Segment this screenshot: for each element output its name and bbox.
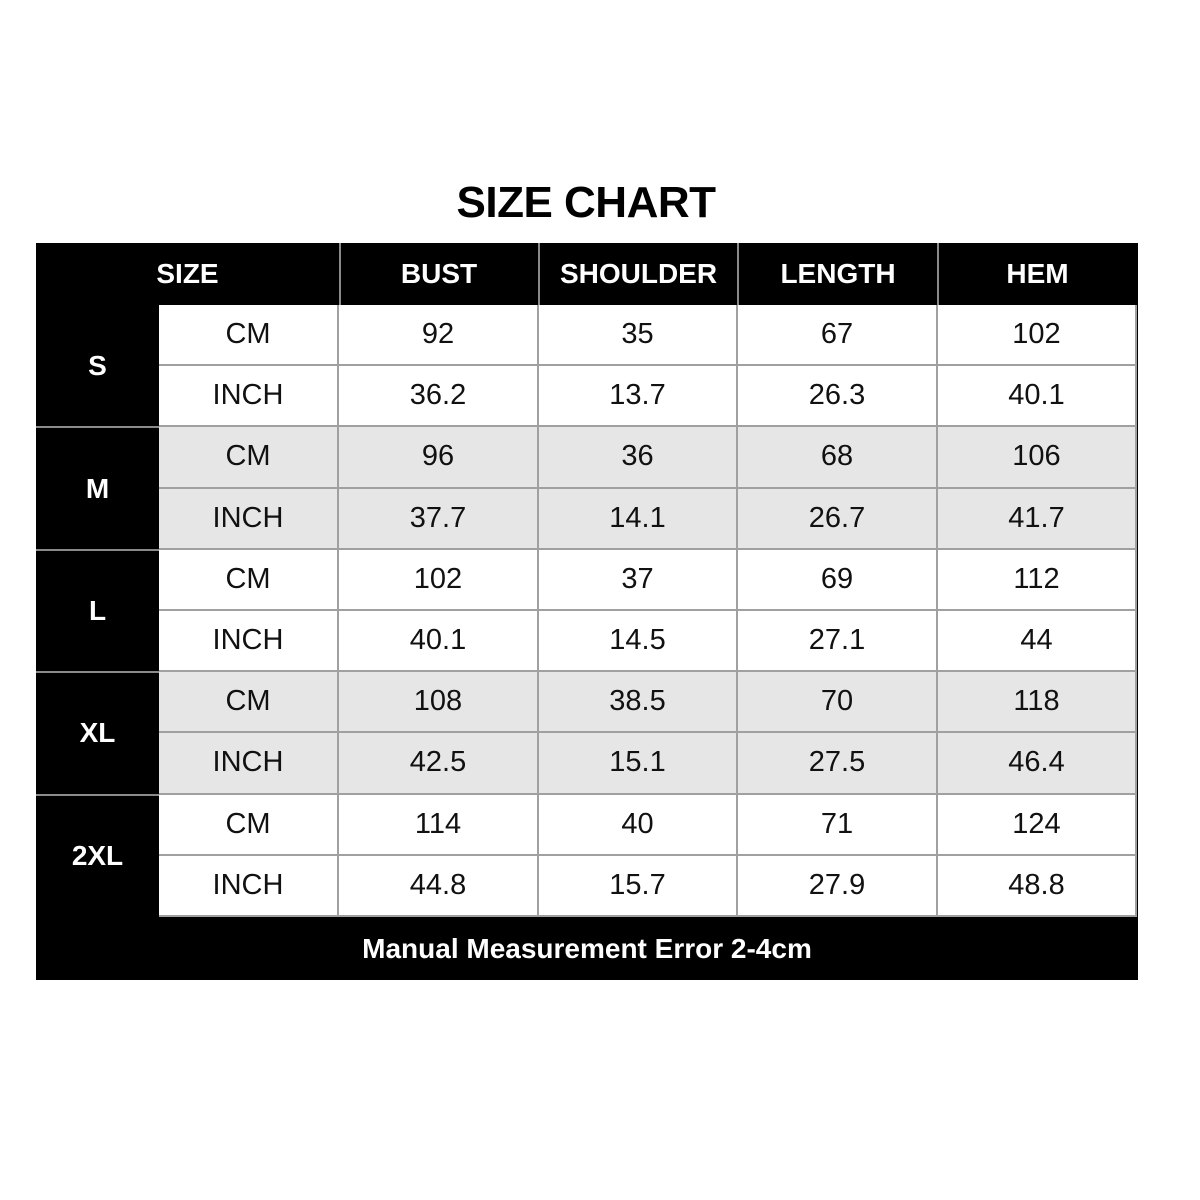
value-shoulder-inch: 13.7	[539, 366, 738, 428]
header-size: SIZE	[156, 258, 219, 289]
unit-cell: CM	[159, 305, 339, 367]
value-bust-inch: 40.1	[339, 611, 539, 673]
value-hem-inch: 41.7	[938, 488, 1137, 550]
value-bust-inch: 42.5	[339, 733, 539, 795]
value-shoulder-inch: 14.5	[539, 611, 738, 673]
value-length-inch: 26.7	[738, 488, 938, 550]
value-length-cm: 71	[738, 794, 938, 856]
value-length-inch: 26.3	[738, 366, 938, 428]
value-length-cm: 67	[738, 305, 938, 367]
size-label-m: M	[85, 472, 110, 504]
value-hem-cm: 106	[938, 427, 1137, 489]
header-length: LENGTH	[780, 258, 896, 289]
header-divider	[339, 243, 341, 305]
value-hem-cm: 118	[938, 672, 1137, 734]
header-divider	[937, 243, 939, 305]
size-label-xl: XL	[79, 717, 116, 749]
value-length-inch: 27.1	[738, 611, 938, 673]
header-divider	[538, 243, 540, 305]
header-divider	[737, 243, 739, 305]
value-bust-cm: 102	[339, 549, 539, 611]
value-hem-inch: 48.8	[938, 855, 1137, 917]
value-bust-cm: 96	[339, 427, 539, 489]
value-bust-inch: 37.7	[339, 488, 539, 550]
size-label-2xl: 2XL	[71, 839, 124, 871]
header-bust: BUST	[400, 258, 478, 289]
unit-cell: CM	[159, 427, 339, 489]
unit-cell: CM	[159, 549, 339, 611]
value-bust-cm: 114	[339, 794, 539, 856]
value-shoulder-cm: 36	[539, 427, 738, 489]
size-divider	[36, 671, 159, 674]
value-shoulder-cm: 40	[539, 794, 738, 856]
value-shoulder-inch: 14.1	[539, 488, 738, 550]
unit-cell: INCH	[159, 488, 339, 550]
value-hem-inch: 46.4	[938, 733, 1137, 795]
value-shoulder-inch: 15.1	[539, 733, 738, 795]
value-length-cm: 69	[738, 549, 938, 611]
size-label-s: S	[88, 350, 107, 382]
size-label-l: L	[88, 594, 107, 626]
size-divider	[36, 793, 159, 796]
value-hem-cm: 124	[938, 794, 1137, 856]
unit-cell: INCH	[159, 855, 339, 917]
unit-cell: INCH	[159, 366, 339, 428]
value-hem-inch: 40.1	[938, 366, 1137, 428]
unit-cell: CM	[159, 672, 339, 734]
value-shoulder-cm: 37	[539, 549, 738, 611]
value-length-cm: 70	[738, 672, 938, 734]
value-bust-cm: 108	[339, 672, 539, 734]
unit-cell: INCH	[159, 611, 339, 673]
size-chart-title: SIZE CHART	[456, 178, 717, 227]
value-hem-inch: 44	[938, 611, 1137, 673]
value-shoulder-cm: 35	[539, 305, 738, 367]
value-hem-cm: 102	[938, 305, 1137, 367]
value-bust-inch: 36.2	[339, 366, 539, 428]
measurement-note: Manual Measurement Error 2-4cm	[362, 932, 812, 964]
value-bust-cm: 92	[339, 305, 539, 367]
unit-cell: CM	[159, 794, 339, 856]
size-divider	[36, 548, 159, 551]
value-length-inch: 27.5	[738, 733, 938, 795]
header-shoulder: SHOULDER	[559, 258, 718, 289]
value-length-cm: 68	[738, 427, 938, 489]
size-divider	[36, 426, 159, 429]
value-bust-inch: 44.8	[339, 855, 539, 917]
size-chart-table: SIZE BUST SHOULDER LENGTH HEM S CM 92 35 67 102 INC…	[36, 243, 1138, 980]
value-shoulder-inch: 15.7	[539, 855, 738, 917]
value-shoulder-cm: 38.5	[539, 672, 738, 734]
value-hem-cm: 112	[938, 549, 1137, 611]
header-hem: HEM	[1006, 258, 1069, 289]
unit-cell: INCH	[159, 733, 339, 795]
value-length-inch: 27.9	[738, 855, 938, 917]
